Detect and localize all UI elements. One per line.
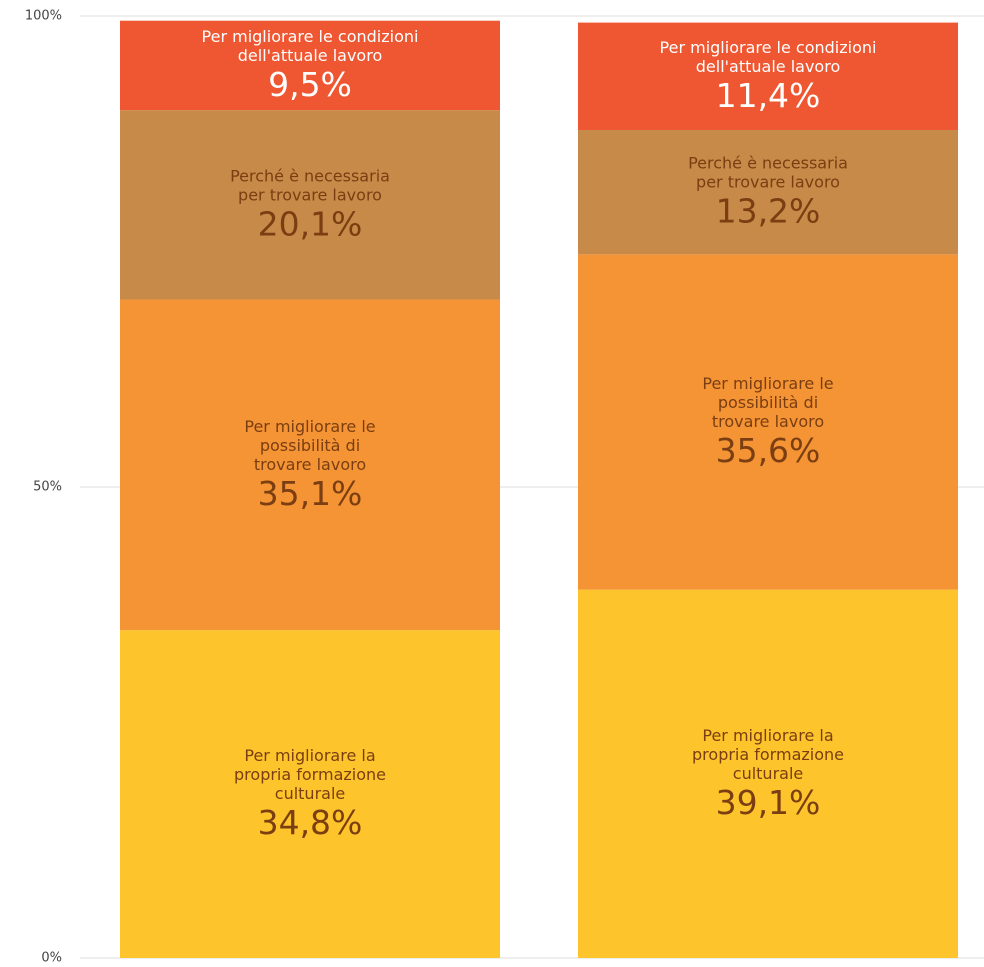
value-label: 39,1% bbox=[716, 783, 821, 822]
name-line: culturale bbox=[733, 763, 803, 782]
name-line: Perché è necessaria bbox=[230, 166, 390, 185]
bar-segment bbox=[578, 22, 958, 130]
name-line: possibilità di bbox=[260, 435, 360, 454]
value-label: 9,5% bbox=[268, 65, 352, 104]
y-tick-label: 50% bbox=[33, 480, 62, 495]
segment-name: Perché è necessaria per trovare lavoro bbox=[688, 153, 848, 191]
segment-name: Per migliorare le possibilità di trovare l… bbox=[702, 374, 833, 431]
value-label: 35,6% bbox=[716, 431, 821, 470]
name-line: per trovare lavoro bbox=[238, 185, 382, 204]
value-label: 11,4% bbox=[716, 76, 821, 115]
bar-segment bbox=[120, 299, 500, 631]
segment-name: Per migliorare le possibilità di trovare l… bbox=[244, 416, 375, 473]
value-label: 34,8% bbox=[258, 803, 363, 842]
segment-name: Perché è necessaria per trovare lavoro bbox=[230, 166, 390, 204]
name-line: Per migliorare le condizioni bbox=[202, 26, 419, 45]
segment-name: Per migliorare la propria formazione cultu… bbox=[692, 725, 844, 782]
name-line: Per migliorare le condizioni bbox=[660, 37, 877, 56]
segment-name: Per migliorare le condizioni dell'attuale… bbox=[202, 26, 419, 64]
bar-segment bbox=[578, 129, 958, 255]
name-line: culturale bbox=[275, 784, 345, 803]
bar-segment bbox=[578, 589, 958, 958]
segment-name: Per migliorare la propria formazione cultu… bbox=[234, 746, 386, 803]
name-line: propria formazione bbox=[234, 765, 386, 784]
value-label: 13,2% bbox=[716, 192, 821, 231]
name-line: Per migliorare le bbox=[244, 416, 375, 435]
name-line: dell'attuale lavoro bbox=[696, 56, 840, 75]
name-line: trovare lavoro bbox=[254, 454, 366, 473]
bar-segment bbox=[120, 20, 500, 111]
name-line: propria formazione bbox=[692, 744, 844, 763]
y-tick-label: 100% bbox=[25, 9, 62, 24]
name-line: Per migliorare le bbox=[702, 374, 833, 393]
name-line: per trovare lavoro bbox=[696, 172, 840, 191]
name-line: Per migliorare la bbox=[702, 725, 833, 744]
name-line: Per migliorare la bbox=[244, 746, 375, 765]
bar-segment bbox=[578, 254, 958, 590]
name-line: trovare lavoro bbox=[712, 412, 824, 431]
segment-name: Per migliorare le condizioni dell'attuale… bbox=[660, 37, 877, 75]
bar-segment bbox=[120, 630, 500, 958]
name-line: possibilità di bbox=[718, 393, 818, 412]
value-label: 35,1% bbox=[258, 474, 363, 513]
bar-segment bbox=[120, 110, 500, 300]
name-line: dell'attuale lavoro bbox=[238, 45, 382, 64]
y-tick-label: 0% bbox=[41, 951, 62, 966]
name-line: Perché è necessaria bbox=[688, 153, 848, 172]
value-label: 20,1% bbox=[258, 204, 363, 243]
